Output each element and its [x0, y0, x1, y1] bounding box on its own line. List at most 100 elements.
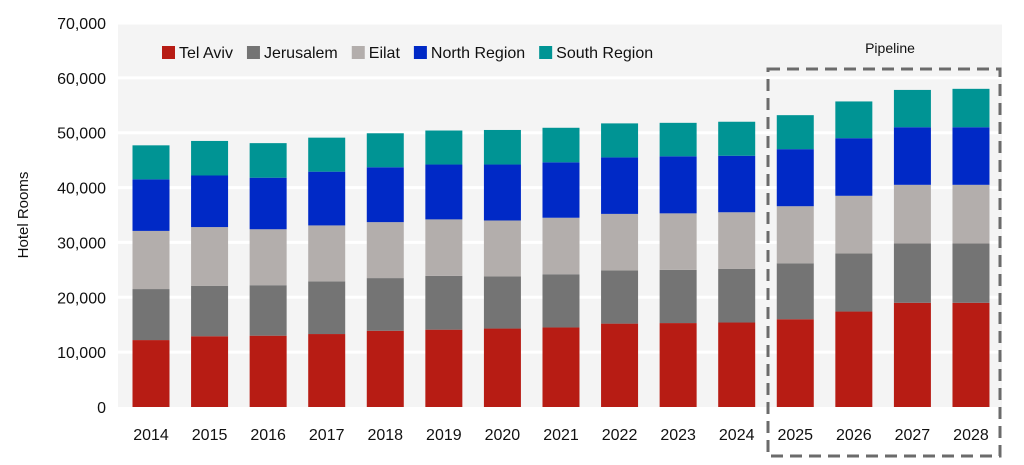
- x-axis-ticks: 2014 2015 2016 2017 2018 2019 2020 2021 2022 2023…: [133, 427, 989, 444]
- bar-jerusalem-2016: [249, 285, 287, 336]
- bar-north-region-2014: [132, 179, 170, 231]
- bar-tel-aviv-2021: [542, 327, 580, 407]
- bar-jerusalem-2028: [952, 243, 990, 303]
- bar-jerusalem-2014: [132, 289, 170, 341]
- y-tick-label: 70,000: [57, 16, 106, 33]
- x-tick-label: 2024: [719, 427, 755, 444]
- x-tick-label: 2027: [895, 427, 931, 444]
- bar-north-region-2023: [659, 156, 697, 214]
- legend-label: Eilat: [369, 45, 401, 62]
- bar-south-region-2022: [601, 123, 639, 158]
- bar-north-region-2017: [308, 171, 346, 226]
- bar-south-region-2025: [776, 115, 814, 150]
- bar-eilat-2014: [132, 230, 170, 290]
- bar-jerusalem-2017: [308, 281, 346, 335]
- bar-jerusalem-2018: [366, 278, 404, 331]
- bar-north-region-2021: [542, 162, 580, 218]
- x-tick-label: 2028: [953, 427, 989, 444]
- x-tick-label: 2015: [192, 427, 228, 444]
- bar-tel-aviv-2024: [718, 322, 756, 407]
- legend-label: Jerusalem: [264, 45, 338, 62]
- bar-eilat-2023: [659, 213, 697, 270]
- x-tick-label: 2019: [426, 427, 462, 444]
- legend-swatch-jerusalem: [246, 46, 260, 59]
- bar-eilat-2020: [483, 220, 521, 277]
- bar-eilat-2022: [601, 213, 639, 271]
- bar-eilat-2015: [191, 227, 229, 286]
- bar-tel-aviv-2022: [601, 323, 639, 407]
- bar-jerusalem-2025: [776, 263, 814, 320]
- bar-tel-aviv-2018: [366, 330, 404, 407]
- legend-swatch-north-region: [413, 46, 427, 59]
- x-tick-label: 2026: [836, 427, 872, 444]
- bar-north-region-2022: [601, 157, 639, 214]
- bar-tel-aviv-2017: [308, 334, 346, 407]
- bar-tel-aviv-2020: [483, 328, 521, 407]
- bar-jerusalem-2023: [659, 269, 697, 324]
- legend-label: North Region: [431, 45, 525, 62]
- bar-eilat-2027: [893, 184, 931, 244]
- bar-tel-aviv-2023: [659, 323, 697, 407]
- bar-eilat-2026: [835, 195, 873, 254]
- x-tick-label: 2023: [660, 427, 696, 444]
- bar-north-region-2027: [893, 127, 931, 185]
- bar-south-region-2023: [659, 122, 697, 157]
- bar-eilat-2024: [718, 212, 756, 269]
- bar-jerusalem-2024: [718, 268, 756, 323]
- bar-jerusalem-2021: [542, 274, 580, 328]
- bar-south-region-2021: [542, 127, 580, 163]
- y-tick-label: 20,000: [57, 290, 106, 307]
- bar-south-region-2024: [718, 121, 756, 156]
- bar-tel-aviv-2026: [835, 311, 873, 407]
- pipeline-label: Pipeline: [865, 40, 915, 56]
- bar-eilat-2028: [952, 184, 990, 244]
- bar-south-region-2019: [425, 130, 463, 165]
- bar-jerusalem-2015: [191, 285, 229, 337]
- y-tick-label: 10,000: [57, 345, 106, 362]
- x-tick-label: 2025: [777, 427, 813, 444]
- x-tick-label: 2017: [309, 427, 345, 444]
- bar-north-region-2025: [776, 149, 814, 207]
- bar-tel-aviv-2014: [132, 340, 170, 407]
- x-tick-label: 2014: [133, 427, 169, 444]
- y-tick-label: 0: [97, 400, 106, 417]
- bar-south-region-2020: [483, 129, 521, 165]
- bar-north-region-2019: [425, 164, 463, 220]
- y-tick-label: 60,000: [57, 71, 106, 88]
- bar-tel-aviv-2025: [776, 319, 814, 407]
- bar-tel-aviv-2015: [191, 336, 229, 407]
- y-tick-label: 30,000: [57, 235, 106, 252]
- bar-tel-aviv-2027: [893, 302, 931, 407]
- bar-jerusalem-2027: [893, 243, 931, 303]
- x-tick-label: 2020: [485, 427, 521, 444]
- y-tick-label: 50,000: [57, 126, 106, 143]
- bar-south-region-2015: [191, 140, 229, 176]
- bar-jerusalem-2026: [835, 253, 873, 312]
- bar-north-region-2016: [249, 177, 287, 230]
- bar-south-region-2017: [308, 137, 346, 172]
- bar-tel-aviv-2028: [952, 302, 990, 407]
- y-tick-label: 40,000: [57, 181, 106, 198]
- bar-eilat-2018: [366, 222, 404, 279]
- bar-jerusalem-2020: [483, 276, 521, 329]
- y-axis-label: Hotel Rooms: [15, 172, 32, 259]
- bar-eilat-2017: [308, 225, 346, 282]
- bar-north-region-2020: [483, 164, 521, 221]
- bar-eilat-2016: [249, 229, 287, 286]
- bar-south-region-2016: [249, 143, 287, 178]
- legend-swatch-eilat: [351, 46, 365, 59]
- bar-north-region-2015: [191, 175, 229, 228]
- pipeline-box: [766, 67, 1002, 458]
- bar-south-region-2014: [132, 145, 170, 180]
- legend-label: South Region: [556, 45, 653, 62]
- bar-jerusalem-2019: [425, 275, 463, 330]
- legend-swatch-tel-aviv: [162, 46, 175, 59]
- bar-eilat-2025: [776, 206, 814, 264]
- bar-eilat-2019: [425, 219, 463, 276]
- legend-label: Tel Aviv: [179, 45, 233, 62]
- bar-south-region-2026: [835, 101, 873, 139]
- x-tick-label: 2022: [602, 427, 638, 444]
- y-axis-ticks: 0 10,000 20,000 30,000 40,000 50,000 60,000 70,…: [57, 16, 106, 417]
- legend-swatch-south-region: [539, 46, 553, 59]
